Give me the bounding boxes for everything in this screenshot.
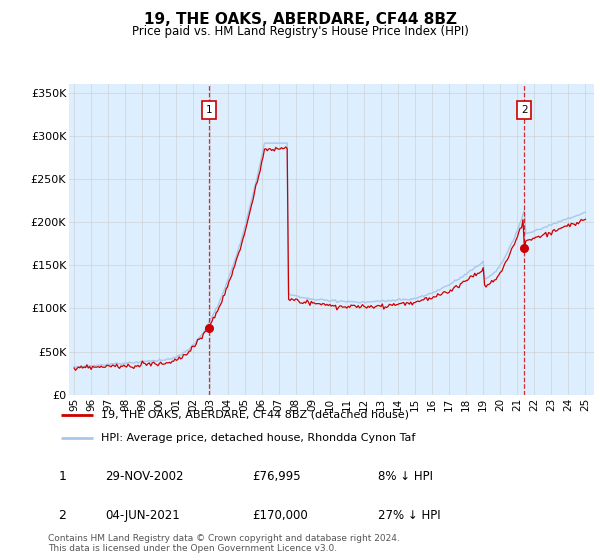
Text: 2: 2: [58, 509, 67, 522]
Text: Price paid vs. HM Land Registry's House Price Index (HPI): Price paid vs. HM Land Registry's House …: [131, 25, 469, 38]
Text: 1: 1: [206, 105, 212, 115]
Text: Contains HM Land Registry data © Crown copyright and database right 2024.
This d: Contains HM Land Registry data © Crown c…: [48, 534, 400, 553]
Text: HPI: Average price, detached house, Rhondda Cynon Taf: HPI: Average price, detached house, Rhon…: [101, 433, 415, 444]
Text: 8% ↓ HPI: 8% ↓ HPI: [378, 470, 433, 483]
Text: 2: 2: [521, 105, 528, 115]
Text: 1: 1: [58, 470, 67, 483]
Text: £170,000: £170,000: [252, 509, 308, 522]
Text: 19, THE OAKS, ABERDARE, CF44 8BZ (detached house): 19, THE OAKS, ABERDARE, CF44 8BZ (detach…: [101, 410, 409, 420]
Text: 04-JUN-2021: 04-JUN-2021: [105, 509, 180, 522]
Text: 29-NOV-2002: 29-NOV-2002: [105, 470, 184, 483]
Text: 27% ↓ HPI: 27% ↓ HPI: [378, 509, 440, 522]
Text: 19, THE OAKS, ABERDARE, CF44 8BZ: 19, THE OAKS, ABERDARE, CF44 8BZ: [143, 12, 457, 27]
Text: £76,995: £76,995: [252, 470, 301, 483]
